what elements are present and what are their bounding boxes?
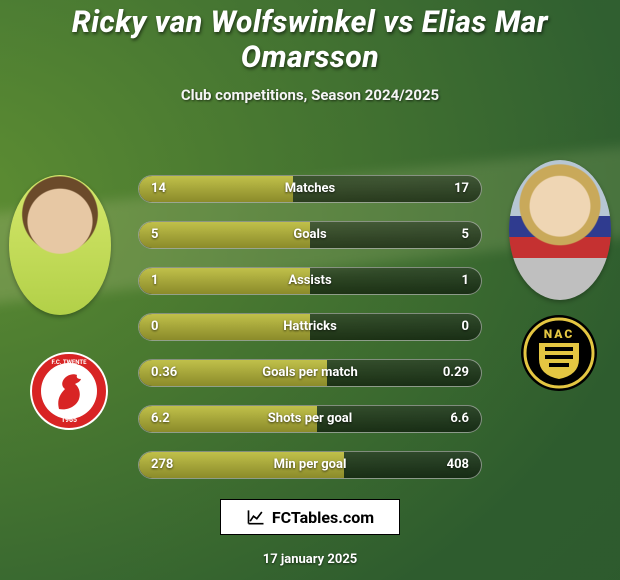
subtitle: Club competitions, Season 2024/2025: [0, 86, 620, 104]
stat-row: 0.36Goals per match0.29: [138, 359, 482, 387]
svg-text:F.C. TWENTE: F.C. TWENTE: [52, 359, 88, 366]
stat-row: 6.2Shots per goal6.6: [138, 405, 482, 433]
stat-label: Min per goal: [139, 452, 481, 479]
stat-right-value: 17: [454, 176, 469, 203]
page-title: Ricky van Wolfswinkel vs Elias Mar Omars…: [0, 0, 620, 75]
stat-row: 0Hattricks0: [138, 313, 482, 341]
fctables-label: FCTables.com: [272, 508, 374, 527]
stat-right-value: 0.29: [443, 360, 469, 387]
club-badge-right: NAC: [519, 313, 599, 393]
stat-label: Matches: [139, 176, 481, 203]
club-badge-left: 1965 F.C. TWENTE: [29, 351, 109, 431]
stat-row: 1Assists1: [138, 267, 482, 295]
stat-label: Shots per goal: [139, 406, 481, 433]
stat-label: Hattricks: [139, 314, 481, 341]
stat-right-value: 6.6: [450, 406, 469, 433]
stat-row: 5Goals5: [138, 221, 482, 249]
chart-icon: [246, 507, 266, 527]
svg-text:NAC: NAC: [544, 327, 574, 341]
fctables-logo: FCTables.com: [220, 499, 400, 535]
player-photo-left: [9, 175, 111, 315]
stat-label: Goals: [139, 222, 481, 249]
stat-right-value: 408: [447, 452, 469, 479]
stat-right-value: 5: [462, 222, 469, 249]
stat-label: Goals per match: [139, 360, 481, 387]
player-photo-right: [509, 160, 611, 300]
date-label: 17 january 2025: [0, 552, 620, 567]
svg-text:1965: 1965: [61, 416, 77, 424]
stats-table: 14Matches17 5Goals5 1Assists1 0Hattricks0 0.…: [138, 175, 482, 497]
stat-row: 278Min per goal408: [138, 451, 482, 479]
stat-label: Assists: [139, 268, 481, 295]
stat-right-value: 0: [462, 314, 469, 341]
stat-row: 14Matches17: [138, 175, 482, 203]
stat-right-value: 1: [462, 268, 469, 295]
